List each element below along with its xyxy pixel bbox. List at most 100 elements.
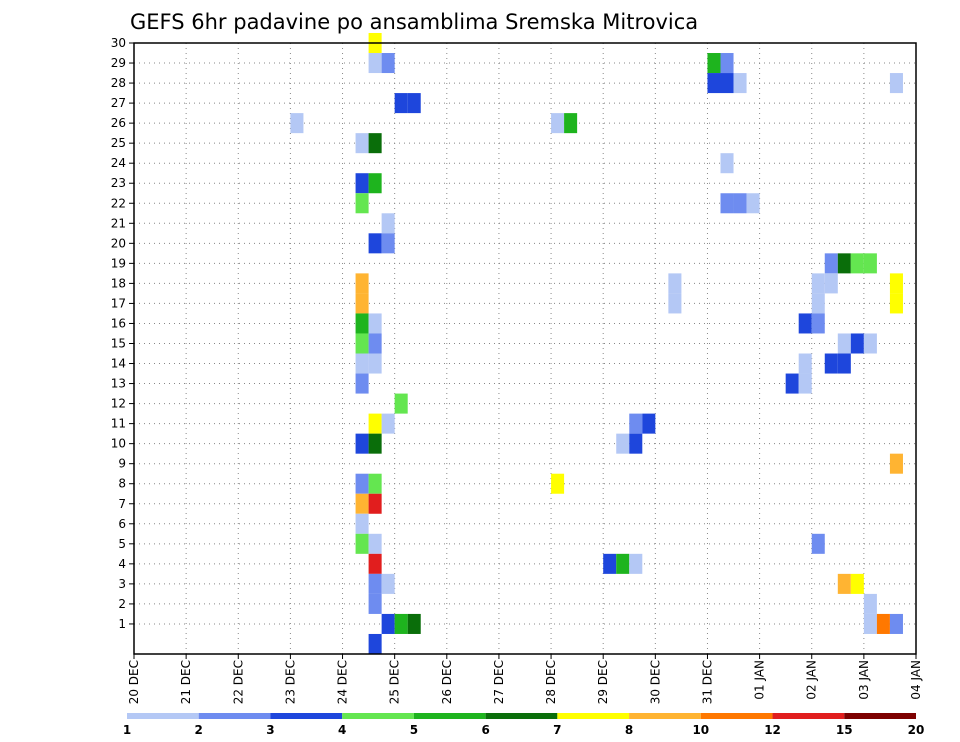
y-tick-label: 30 <box>111 36 126 50</box>
precip-cell <box>733 73 747 94</box>
x-tick-label: 04 JAN <box>909 660 923 700</box>
precip-cell <box>394 93 408 114</box>
precip-cell <box>368 133 382 154</box>
y-tick-label: 12 <box>111 397 126 411</box>
legend-swatch <box>557 713 630 719</box>
x-tick-label: 28 DEC <box>544 660 558 704</box>
precip-cell <box>368 353 382 374</box>
precip-cell <box>381 53 395 74</box>
legend-label: 10 <box>692 723 709 737</box>
precip-cell <box>720 73 734 94</box>
precip-cell <box>381 613 395 634</box>
y-tick-label: 5 <box>118 537 126 551</box>
precip-cell <box>824 353 838 374</box>
precip-cell <box>889 73 903 94</box>
y-tick-label: 9 <box>118 457 126 471</box>
x-tick-label: 31 DEC <box>700 660 714 704</box>
precip-cell <box>707 73 721 94</box>
precip-cell <box>863 253 877 274</box>
precip-cell <box>368 413 382 434</box>
precip-cell <box>824 253 838 274</box>
precip-cell <box>811 313 825 334</box>
precip-cell <box>368 233 382 254</box>
precip-cell <box>290 113 304 134</box>
precip-cell <box>368 493 382 514</box>
precip-cell <box>837 573 851 594</box>
precip-cell <box>381 413 395 434</box>
precip-cell <box>798 313 812 334</box>
legend-label: 3 <box>266 723 274 737</box>
legend-swatch <box>700 713 773 719</box>
precip-cell <box>733 193 747 214</box>
precip-cell <box>355 173 369 194</box>
legend-swatch <box>844 713 916 719</box>
x-tick-label: 02 JAN <box>805 660 819 700</box>
legend-swatch <box>270 713 343 719</box>
precip-cell <box>850 573 864 594</box>
precip-cell <box>668 293 682 314</box>
chart-title: GEFS 6hr padavine po ansamblima Sremska … <box>130 10 698 34</box>
y-tick-label: 19 <box>111 256 126 270</box>
precip-cell <box>368 593 382 614</box>
grid-lines <box>134 42 916 654</box>
legend-label: 20 <box>908 723 925 737</box>
precip-cell <box>642 413 656 434</box>
precip-cell <box>811 293 825 314</box>
precip-cell <box>407 93 421 114</box>
legend-swatch <box>485 713 558 719</box>
y-tick-label: 10 <box>111 437 126 451</box>
y-tick-label: 13 <box>111 377 126 391</box>
y-tick-label: 25 <box>111 136 126 150</box>
legend-label: 12 <box>764 723 781 737</box>
precip-cell <box>355 473 369 494</box>
precip-cell <box>889 453 903 474</box>
y-tick-label: 1 <box>118 617 126 631</box>
precip-cell <box>668 273 682 294</box>
y-tick-label: 15 <box>111 336 126 350</box>
legend-label: 2 <box>195 723 203 737</box>
x-tick-label: 01 JAN <box>753 660 767 700</box>
precip-cell <box>355 293 369 314</box>
precip-cell <box>355 193 369 214</box>
legend-swatch <box>772 713 845 719</box>
x-tick-label: 25 DEC <box>388 660 402 704</box>
y-tick-label: 21 <box>111 216 126 230</box>
legend-label: 8 <box>625 723 633 737</box>
y-tick-label: 3 <box>118 577 126 591</box>
precip-cell <box>551 113 565 134</box>
precip-cell <box>876 613 890 634</box>
precip-cell <box>863 333 877 354</box>
y-tick-label: 22 <box>111 196 126 210</box>
precip-cell <box>368 173 382 194</box>
x-tick-label: 24 DEC <box>336 660 350 704</box>
precip-cell <box>707 53 721 74</box>
y-tick-label: 28 <box>111 76 126 90</box>
x-tick-label: 26 DEC <box>440 660 454 704</box>
precip-cell <box>368 633 382 654</box>
legend-swatch <box>198 713 271 719</box>
y-tick-label: 6 <box>118 517 126 531</box>
y-tick-label: 20 <box>111 236 126 250</box>
precip-cell <box>368 553 382 574</box>
x-tick-label: 20 DEC <box>127 660 141 704</box>
precip-cell <box>811 273 825 294</box>
legend-swatch <box>342 713 414 719</box>
precip-cell <box>368 313 382 334</box>
precip-cell <box>720 53 734 74</box>
y-tick-label: 16 <box>111 316 126 330</box>
precip-cell <box>603 553 617 574</box>
heatmap-cells <box>290 32 903 654</box>
precip-cell <box>629 433 643 454</box>
x-tick-label: 27 DEC <box>492 660 506 704</box>
precip-cell <box>798 353 812 374</box>
precip-cell <box>863 613 877 634</box>
precip-cell <box>368 333 382 354</box>
legend-label: 15 <box>836 723 853 737</box>
y-tick-label: 23 <box>111 176 126 190</box>
precip-cell <box>889 273 903 294</box>
precip-cell <box>863 593 877 614</box>
y-tick-label: 8 <box>118 477 126 491</box>
precip-cell <box>368 53 382 74</box>
precip-cell <box>355 353 369 374</box>
